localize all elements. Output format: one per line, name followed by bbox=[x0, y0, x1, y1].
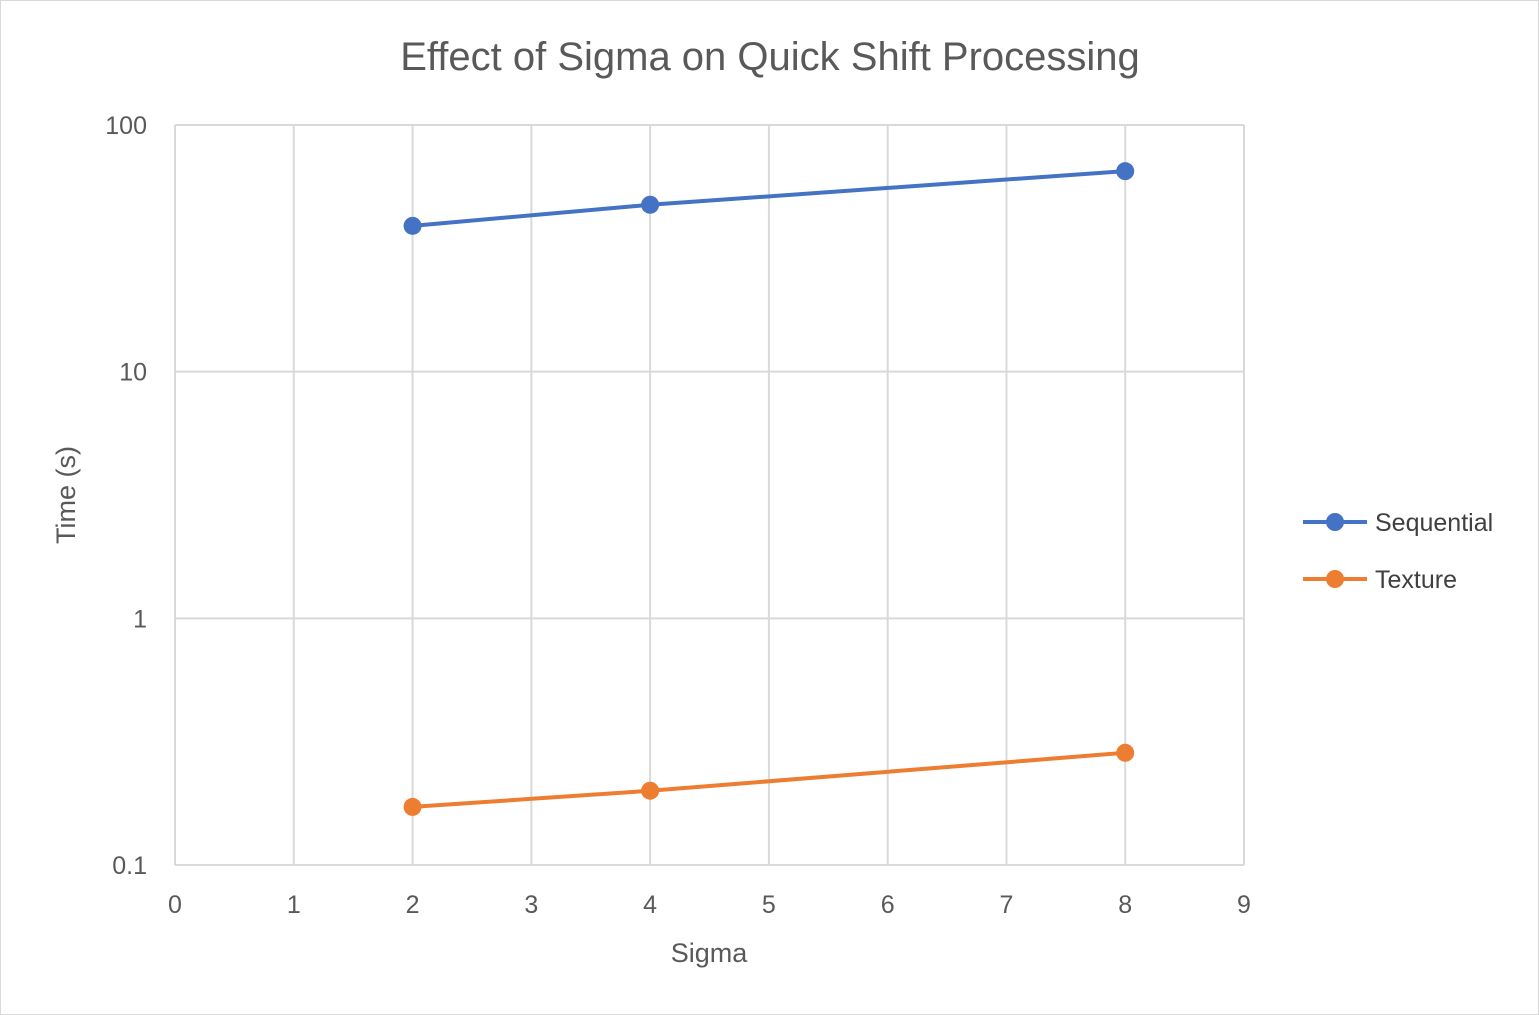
x-tick-label: 9 bbox=[1237, 891, 1251, 919]
data-point-texture bbox=[403, 797, 422, 816]
data-point-sequential bbox=[403, 216, 422, 235]
chart-title: Effect of Sigma on Quick Shift Processin… bbox=[400, 35, 1140, 79]
legend-item-sequential: Sequential bbox=[1303, 509, 1493, 537]
x-tick-label: 8 bbox=[1118, 891, 1132, 919]
y-tick-label: 100 bbox=[105, 112, 147, 140]
y-tick-label: 1 bbox=[133, 605, 147, 633]
x-tick-label: 1 bbox=[287, 891, 301, 919]
x-tick-label: 4 bbox=[643, 891, 657, 919]
tick-labels: 0 1 2 3 4 5 6 7 8 9 0.1 1 10 100 bbox=[105, 112, 1251, 919]
x-tick-label: 6 bbox=[881, 891, 895, 919]
legend-label: Texture bbox=[1375, 566, 1457, 594]
y-tick-label: 10 bbox=[119, 359, 147, 387]
legend-item-texture: Texture bbox=[1303, 566, 1457, 594]
legend-swatch-marker bbox=[1326, 513, 1344, 531]
legend-swatch-marker bbox=[1326, 570, 1344, 588]
series-lines bbox=[403, 162, 1135, 816]
y-tick-label: 0.1 bbox=[112, 852, 147, 880]
x-axis-title: Sigma bbox=[671, 938, 749, 968]
gridlines bbox=[174, 124, 1245, 866]
data-point-sequential bbox=[641, 195, 660, 214]
x-tick-label: 7 bbox=[999, 891, 1013, 919]
data-point-texture bbox=[641, 781, 660, 800]
legend: Sequential Texture bbox=[1303, 509, 1493, 594]
data-point-sequential bbox=[1116, 162, 1135, 181]
legend-label: Sequential bbox=[1375, 509, 1493, 537]
x-tick-label: 5 bbox=[762, 891, 776, 919]
data-point-texture bbox=[1116, 743, 1135, 762]
x-tick-label: 3 bbox=[524, 891, 538, 919]
x-tick-label: 0 bbox=[168, 891, 182, 919]
x-tick-label: 2 bbox=[406, 891, 420, 919]
y-axis-title: Time (s) bbox=[51, 446, 81, 544]
